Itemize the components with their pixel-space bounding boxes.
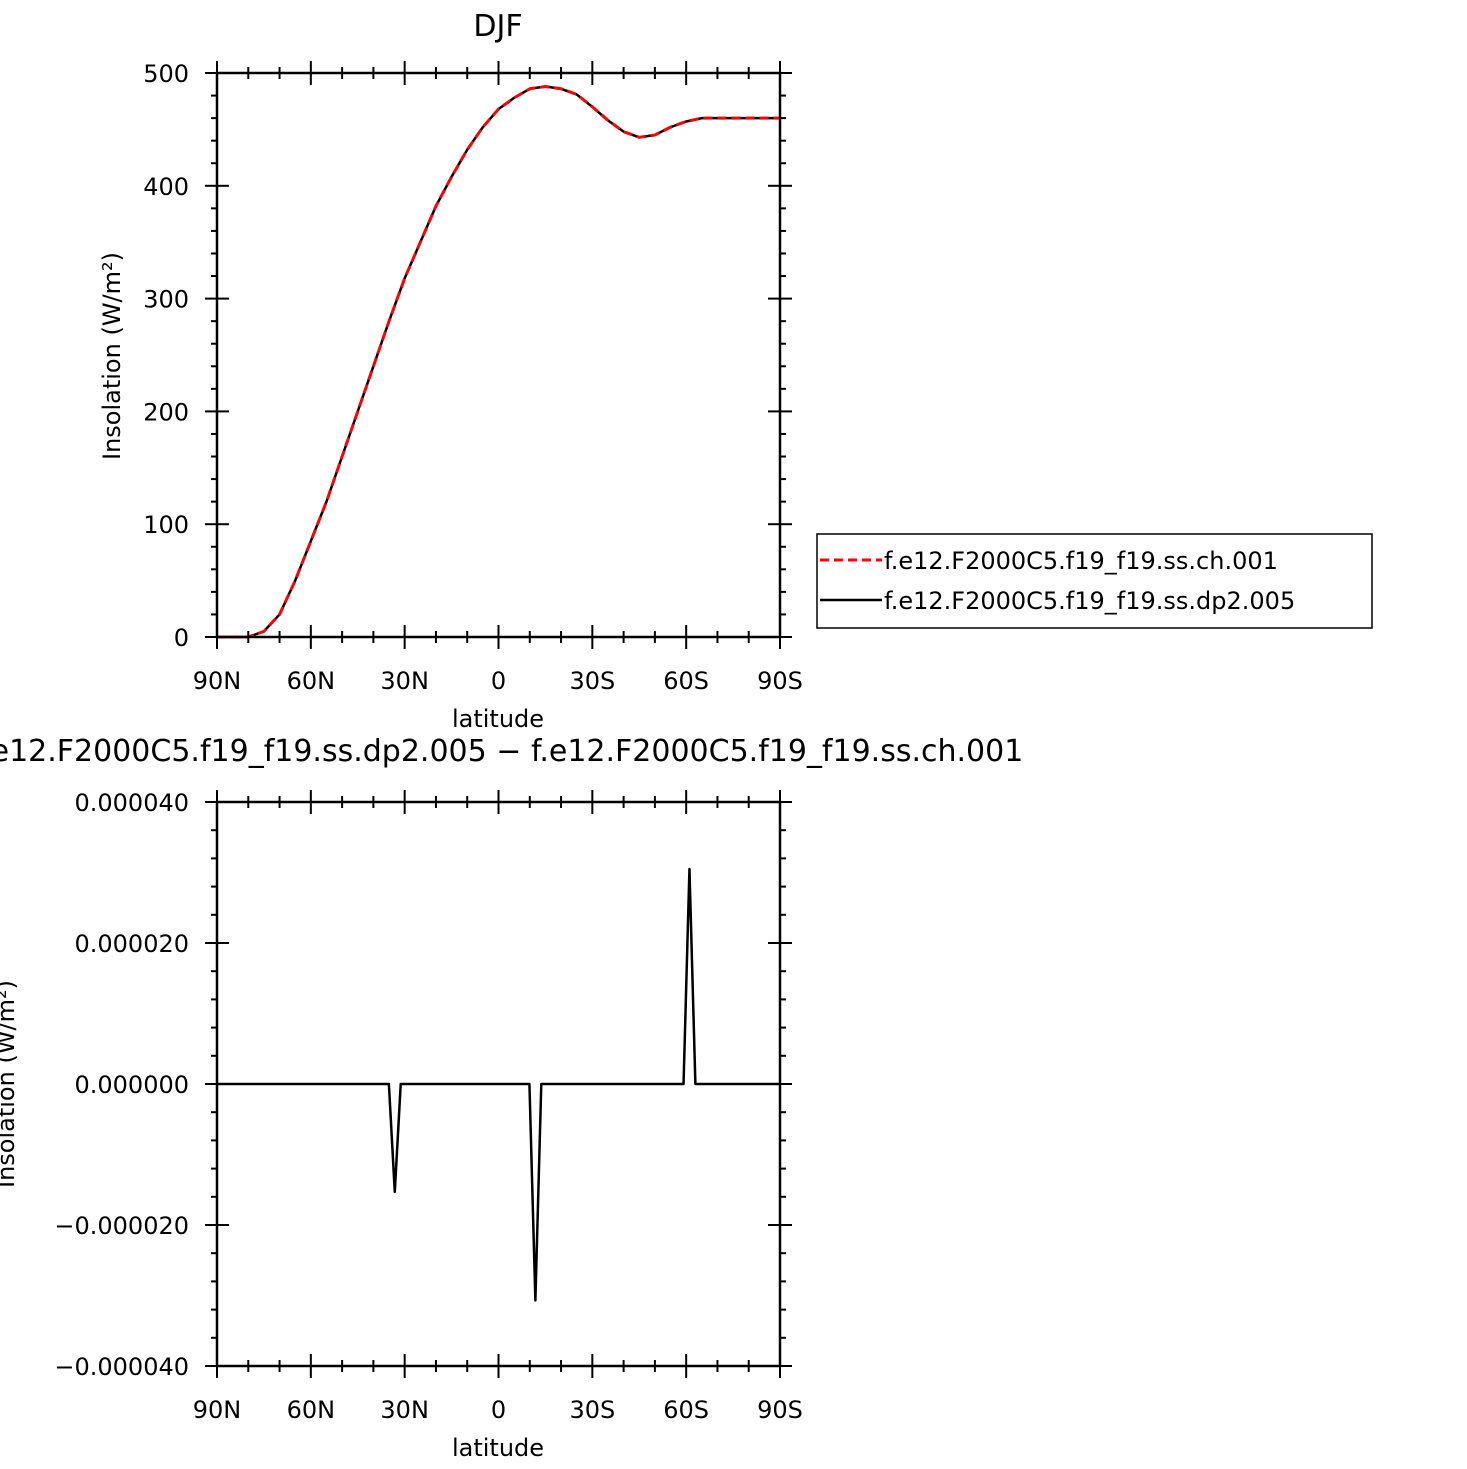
p2-x-tick-label: 90N xyxy=(193,1396,242,1424)
p1-y-tick-label: 300 xyxy=(143,286,189,314)
p1-series-line-1 xyxy=(217,85,780,639)
bottom-panel-x-axis-label: latitude xyxy=(452,1434,544,1462)
top-panel-y-tick-labels: 0 100 200 300 400 500 xyxy=(143,60,189,652)
p1-x-tick-label: 90N xyxy=(193,667,242,695)
p1-y-tick-label: 200 xyxy=(143,398,189,426)
bottom-panel-y-tick-labels: 0.000040 0.000020 0.000000 −0.000020 −0.0000… xyxy=(54,789,189,1381)
top-panel-y-axis-label: Insolation (W/m²) xyxy=(98,252,126,460)
p1-y-tick-label: 400 xyxy=(143,173,189,201)
top-panel-x-tick-labels: 90N 60N 30N 0 30S 60S 90S xyxy=(193,667,803,695)
p2-y-tick-label: 0.000040 xyxy=(74,789,189,817)
legend-label-dp2-005: f.e12.F2000C5.f19_f19.ss.dp2.005 xyxy=(884,587,1295,615)
p1-x-tick-label: 90S xyxy=(757,667,803,695)
p1-x-tick-label: 60N xyxy=(287,667,336,695)
bottom-panel-series xyxy=(217,867,780,1302)
p1-x-tick-label: 0 xyxy=(491,667,506,695)
p2-x-tick-label: 90S xyxy=(757,1396,803,1424)
p1-y-tick-label: 100 xyxy=(143,511,189,539)
bottom-panel-y-axis-label: Insolation (W/m²) xyxy=(0,980,20,1188)
top-panel: DJF 90N 60N 30N 0 30S 60S 90S 0 100 200 300 400 500… xyxy=(98,9,803,733)
top-panel-ticks xyxy=(205,61,792,649)
p2-x-tick-label: 30S xyxy=(569,1396,615,1424)
p1-series-line-0 xyxy=(217,85,780,639)
bottom-panel: f.e12.F2000C5.f19_f19.ss.dp2.005 − f.e12… xyxy=(0,734,1023,1462)
p1-x-tick-label: 30N xyxy=(380,667,429,695)
legend-label-ch-001: f.e12.F2000C5.f19_f19.ss.ch.001 xyxy=(884,547,1278,575)
top-panel-title: DJF xyxy=(473,9,522,44)
p1-x-tick-label: 30S xyxy=(569,667,615,695)
p1-y-tick-label: 0 xyxy=(174,624,189,652)
p2-x-tick-label: 60S xyxy=(663,1396,709,1424)
bottom-panel-ticks xyxy=(205,790,792,1378)
p2-y-tick-label: −0.000040 xyxy=(54,1353,189,1381)
legend-box xyxy=(816,533,1373,629)
top-panel-x-axis-label: latitude xyxy=(452,705,544,733)
legend: f.e12.F2000C5.f19_f19.ss.ch.001 f.e12.F2… xyxy=(816,533,1373,629)
p2-series-line-0 xyxy=(217,867,780,1302)
p2-x-tick-label: 0 xyxy=(491,1396,506,1424)
bottom-panel-title: f.e12.F2000C5.f19_f19.ss.dp2.005 − f.e12… xyxy=(0,734,1023,769)
p2-x-tick-label: 60N xyxy=(287,1396,336,1424)
top-panel-series xyxy=(217,85,780,639)
p2-y-tick-label: 0.000000 xyxy=(74,1071,189,1099)
p1-x-tick-label: 60S xyxy=(663,667,709,695)
p2-y-tick-label: −0.000020 xyxy=(54,1212,189,1240)
p2-y-tick-label: 0.000020 xyxy=(74,930,189,958)
top-panel-frame xyxy=(215,71,782,639)
p2-x-tick-label: 30N xyxy=(380,1396,429,1424)
bottom-panel-x-tick-labels: 90N 60N 30N 0 30S 60S 90S xyxy=(193,1396,803,1424)
p1-y-tick-label: 500 xyxy=(143,60,189,88)
